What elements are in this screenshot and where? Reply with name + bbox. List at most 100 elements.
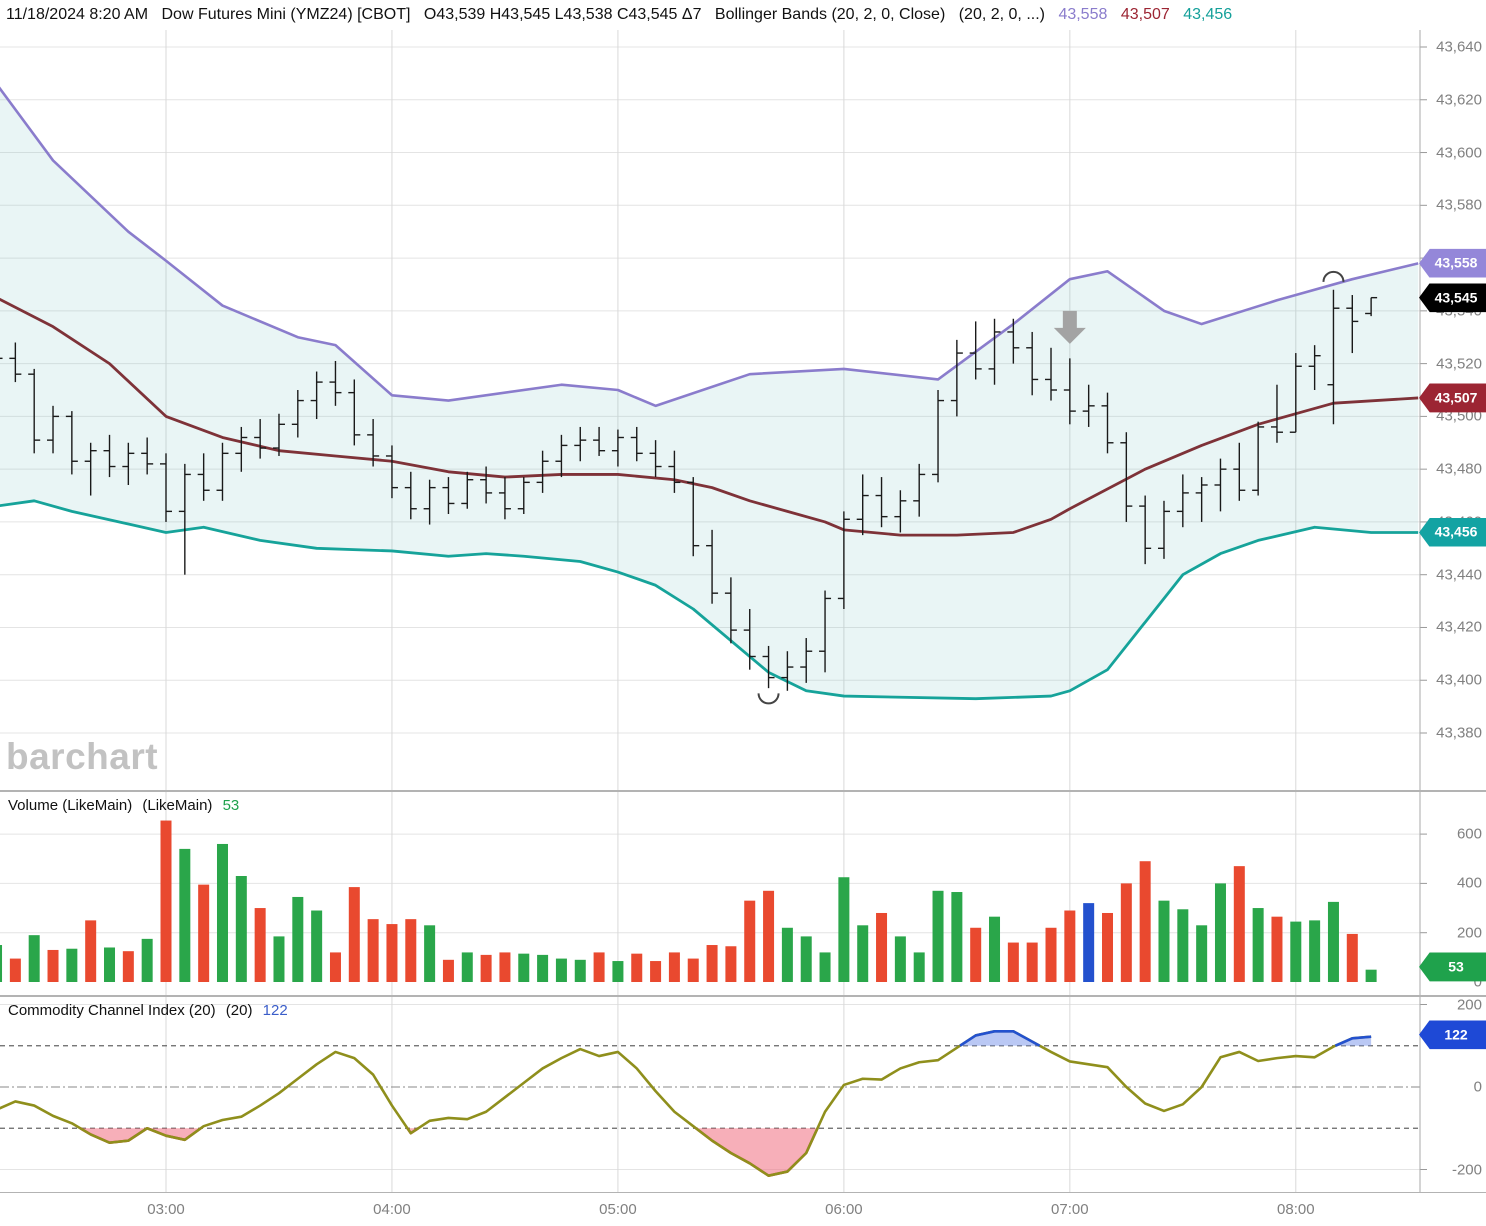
ohlc-bar — [1101, 392, 1114, 454]
volume-bar — [876, 912, 888, 982]
cci-excursion-line — [959, 1030, 1041, 1047]
volume-bar — [1327, 901, 1339, 982]
ohlc-bar — [9, 342, 22, 383]
volume-bar — [1346, 933, 1358, 982]
time-axis-label: 08:00 — [1277, 1201, 1315, 1218]
time-axis-label: 03:00 — [147, 1201, 185, 1218]
volume-bar — [254, 908, 266, 982]
time-axis-label: 07:00 — [1051, 1201, 1089, 1218]
bollinger-band-fill — [0, 88, 1419, 699]
cci-chart-surface[interactable] — [0, 997, 1486, 1192]
time-axis-label: 04:00 — [373, 1201, 411, 1218]
price-chart-surface[interactable] — [0, 30, 1486, 790]
ohlc-bar — [1308, 345, 1321, 391]
ohlc-bar — [1365, 296, 1378, 317]
ohlc-bar — [197, 453, 210, 501]
ohlc-bar — [1176, 474, 1189, 528]
volume-bar — [292, 896, 304, 982]
down-arrow-marker — [1053, 310, 1086, 344]
volume-bar — [405, 919, 417, 982]
volume-chart-surface[interactable] — [0, 792, 1486, 995]
volume-bar — [932, 890, 944, 982]
cci-title-secondary: (20) — [225, 1002, 253, 1019]
price-axis-label: 43,380 — [1436, 724, 1482, 742]
header-symbol: Dow Futures Mini (YMZ24) [CBOT] — [161, 6, 411, 23]
ohlc-bar — [1214, 458, 1227, 512]
volume-bar — [819, 952, 831, 982]
ohlc-bar — [122, 442, 135, 485]
volume-bar — [179, 848, 191, 982]
ohlc-bar — [687, 477, 700, 557]
volume-bar — [0, 945, 3, 982]
ohlc-bar — [103, 434, 116, 478]
volume-axis-label: 400 — [1456, 874, 1482, 892]
ohlc-bar — [310, 371, 323, 420]
ohlc-bar — [141, 437, 154, 475]
ohlc-bar — [1233, 442, 1246, 501]
ohlc-bar — [837, 511, 850, 610]
volume-bar — [537, 954, 549, 982]
cci-panel: Commodity Channel Index (20) (20) 122 20… — [0, 995, 1486, 1192]
price-axis-label: 43,480 — [1436, 460, 1482, 478]
volume-bar — [1233, 866, 1245, 982]
ohlc-bar — [216, 442, 229, 501]
volume-bar — [1064, 910, 1076, 982]
ohlc-bar — [0, 357, 3, 360]
ohlc-bar — [254, 419, 267, 459]
ohlc-bar — [950, 339, 963, 417]
ohlc-bar — [1063, 358, 1076, 425]
ohlc-bar — [800, 638, 813, 683]
price-axis-label: 43,620 — [1436, 91, 1482, 109]
ohlc-bar — [1195, 477, 1208, 522]
price-value-tag: 43,558 — [1419, 248, 1486, 278]
price-value-tag: 43,545 — [1419, 283, 1486, 313]
volume-bar — [47, 949, 59, 982]
cci-title: Commodity Channel Index (20) — [8, 1002, 216, 1019]
volume-bar — [235, 876, 247, 982]
volume-bar — [970, 927, 982, 982]
header-middle-band-value: 43,507 — [1120, 6, 1170, 23]
ohlc-bar — [1120, 432, 1133, 522]
volume-bar — [781, 927, 793, 982]
chart-header: 11/18/2024 8:20 AM Dow Futures Mini (YMZ… — [0, 0, 1486, 30]
header-study-params: (20, 2, 0, ...) — [958, 6, 1045, 23]
price-value-tag: 43,507 — [1419, 383, 1486, 413]
volume-bar — [1214, 883, 1226, 982]
time-axis-label: 06:00 — [825, 1201, 863, 1218]
price-axis-label: 43,440 — [1436, 566, 1482, 584]
volume-bar — [1365, 969, 1377, 982]
price-axis-label: 43,420 — [1436, 618, 1482, 636]
ohlc-bar — [423, 479, 436, 525]
ohlc-bar — [498, 477, 511, 520]
ohlc-bar — [932, 390, 945, 483]
ohlc-bar — [480, 466, 493, 504]
ohlc-bar — [329, 360, 342, 406]
ohlc-bar — [1157, 500, 1170, 559]
volume-title-secondary: (LikeMain) — [142, 797, 213, 814]
ohlc-bar — [668, 450, 681, 493]
volume-bar — [480, 954, 492, 982]
volume-bar — [894, 936, 906, 982]
price-axis-label: 43,640 — [1436, 38, 1482, 56]
volume-bar — [1252, 908, 1264, 982]
volume-bar — [1158, 900, 1170, 982]
price-axis-label: 43,520 — [1436, 355, 1482, 373]
ohlc-bar — [1045, 347, 1058, 401]
volume-bar — [913, 952, 925, 982]
cci-axis-label: -200 — [1451, 1161, 1482, 1178]
volume-bar — [518, 953, 530, 982]
volume-bar — [66, 948, 78, 982]
header-study-bollinger: Bollinger Bands (20, 2, 0, Close) — [714, 6, 946, 23]
volume-axis-label: 200 — [1456, 924, 1482, 942]
ohlc-bar — [819, 590, 832, 673]
volume-bar — [28, 935, 40, 982]
ohlc-bar — [913, 463, 926, 517]
header-lower-band-value: 43,456 — [1183, 6, 1233, 23]
volume-bar — [1007, 942, 1019, 982]
cci-excursion-fill — [80, 1128, 201, 1143]
volume-bar — [442, 959, 454, 982]
cci-excursion-fill — [695, 1128, 818, 1176]
cci-excursion-line — [1334, 1035, 1372, 1047]
ohlc-bar — [1139, 495, 1152, 565]
